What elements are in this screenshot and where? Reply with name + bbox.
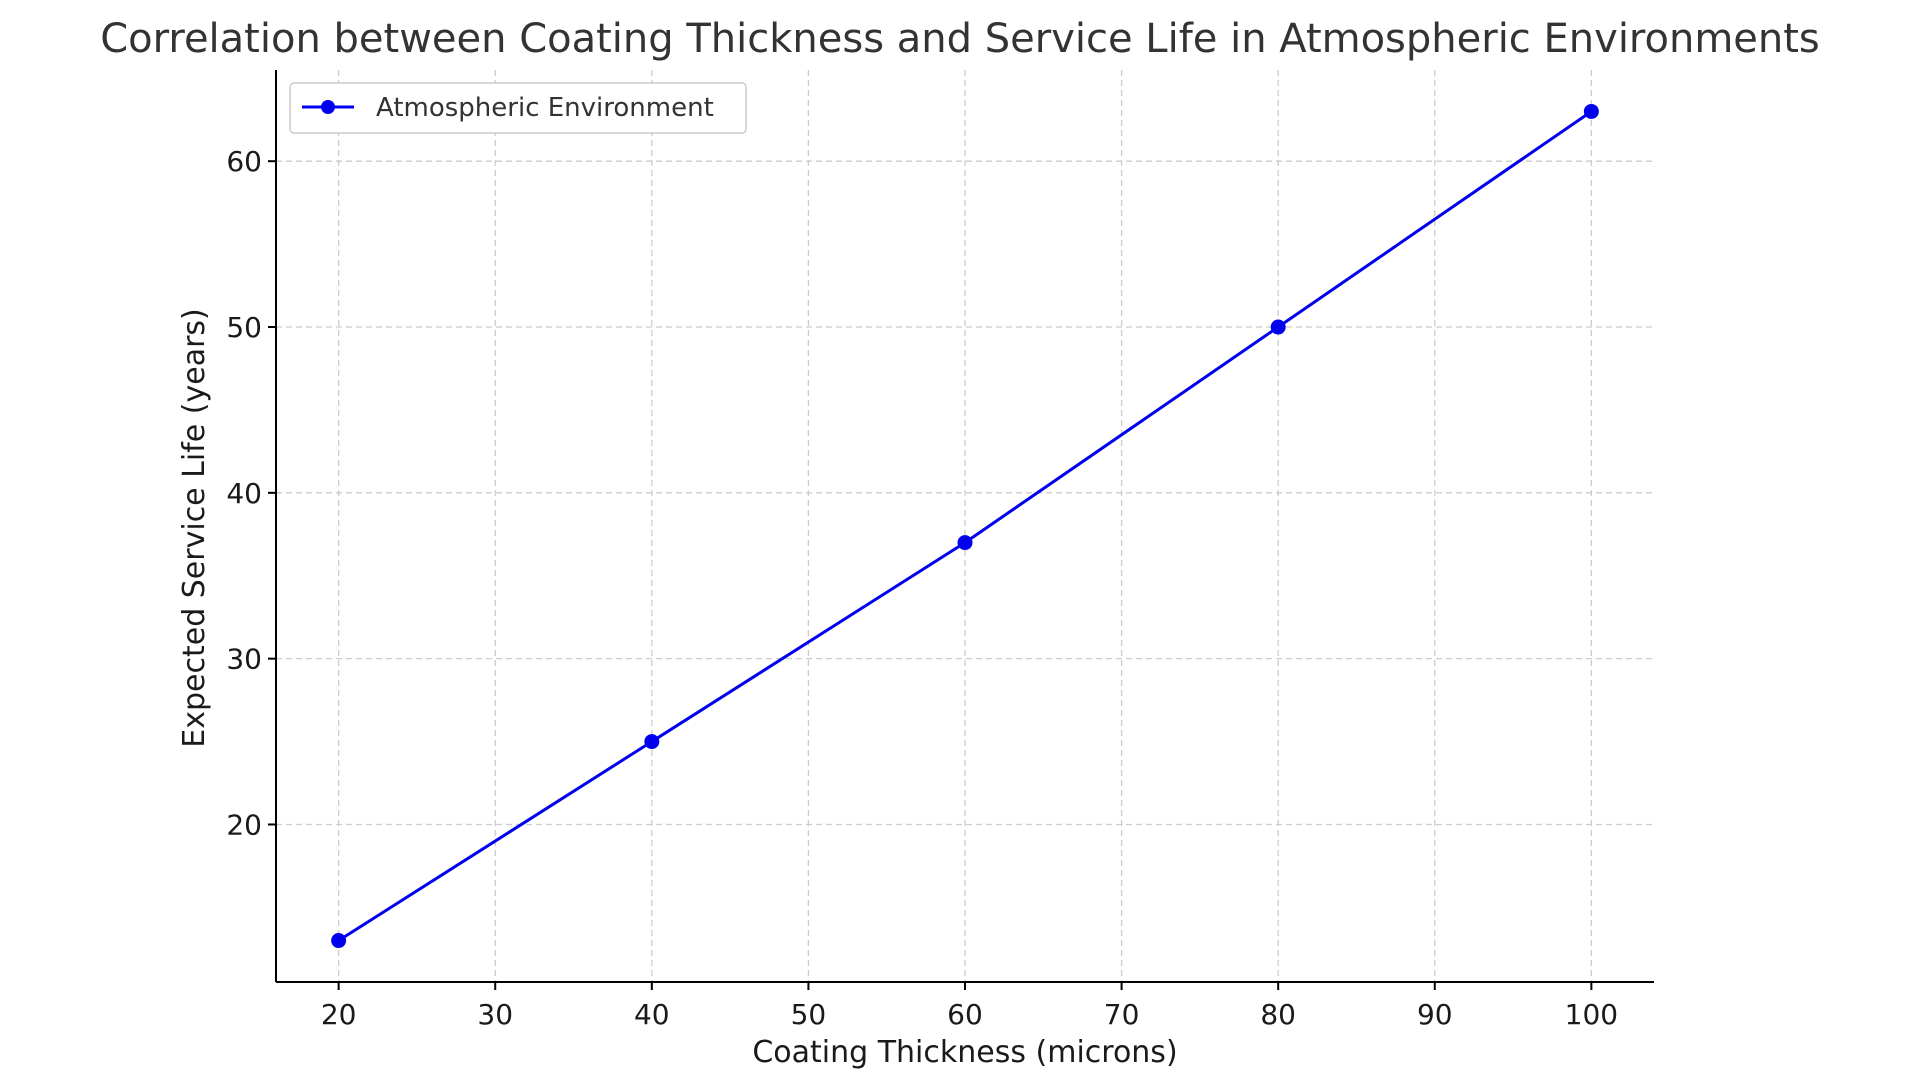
x-tick-label: 40 [634, 998, 670, 1031]
legend-label: Atmospheric Environment [376, 93, 714, 123]
data-point [1583, 103, 1599, 119]
y-axis-ticks: 20 30 40 50 60 [226, 145, 276, 841]
y-tick-label: 50 [226, 311, 262, 344]
x-tick-label: 30 [477, 998, 513, 1031]
data-point [644, 734, 660, 750]
x-tick-label: 70 [1104, 998, 1140, 1031]
chart-title: Correlation between Coating Thickness an… [100, 16, 1820, 62]
x-tick-label: 100 [1565, 998, 1618, 1031]
y-tick-label: 60 [226, 145, 262, 178]
x-axis-ticks: 20 30 40 50 60 70 80 90 100 [321, 982, 1618, 1031]
y-axis-label: Expected Service Life (years) [177, 308, 212, 747]
y-tick-label: 40 [226, 477, 262, 510]
legend: Atmospheric Environment [289, 82, 747, 134]
x-axis-label: Coating Thickness (microns) [752, 1035, 1177, 1070]
grid [276, 70, 1654, 982]
x-tick-label: 90 [1417, 998, 1453, 1031]
series [331, 103, 1599, 949]
data-point [1270, 319, 1286, 335]
data-point [957, 535, 973, 551]
x-tick-label: 60 [947, 998, 983, 1031]
x-tick-label: 20 [321, 998, 357, 1031]
data-point [331, 933, 347, 949]
legend-box [289, 82, 747, 134]
legend-marker-swatch [321, 100, 335, 114]
y-tick-label: 20 [226, 808, 262, 841]
x-tick-label: 80 [1260, 998, 1296, 1031]
x-tick-label: 50 [791, 998, 827, 1031]
y-tick-label: 30 [226, 643, 262, 676]
